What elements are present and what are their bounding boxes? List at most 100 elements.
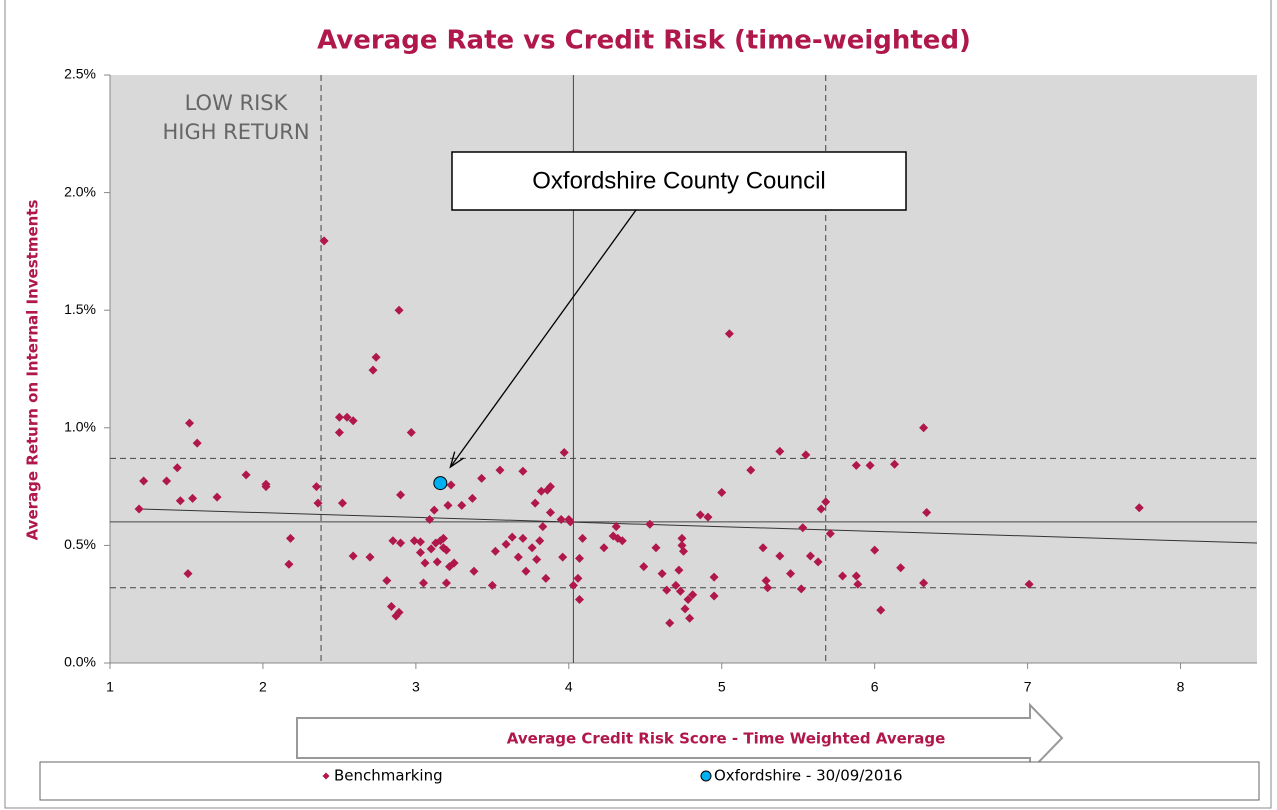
data-point: [432, 557, 442, 567]
data-point: [285, 533, 295, 543]
y-tick-label: 1.5%: [64, 301, 96, 317]
callout-box: [451, 151, 907, 211]
x-tick-label: 5: [718, 679, 726, 695]
data-point: [816, 504, 826, 514]
y-axis-label: Average Return on Internal Investments: [24, 200, 42, 541]
y-tick-label: 2.0%: [64, 183, 96, 199]
data-point: [558, 552, 568, 562]
data-point: [919, 578, 929, 588]
data-point: [530, 498, 540, 508]
data-point: [507, 532, 517, 542]
data-point: [261, 479, 271, 489]
data-point: [853, 579, 863, 589]
data-point: [342, 412, 352, 422]
data-point: [599, 543, 609, 553]
data-point: [518, 533, 528, 543]
legend-marker: [700, 770, 712, 782]
data-point: [371, 352, 381, 362]
data-point: [382, 576, 392, 586]
data-point: [798, 523, 808, 533]
data-point: [419, 578, 429, 588]
data-point: [175, 496, 185, 506]
data-point: [662, 585, 672, 595]
y-tick-label: 2.5%: [64, 66, 96, 82]
data-point: [565, 517, 575, 527]
data-point: [677, 533, 687, 543]
data-point: [746, 465, 756, 475]
data-point: [535, 536, 545, 546]
data-point: [685, 613, 695, 623]
y-tick-label: 1.0%: [64, 419, 96, 435]
data-point: [545, 482, 555, 492]
legend-marker: [322, 772, 330, 780]
data-point: [821, 497, 831, 507]
data-point: [388, 536, 398, 546]
data-point: [311, 482, 321, 492]
callout-arrowhead: [449, 451, 464, 469]
data-point: [386, 602, 396, 612]
data-point: [573, 573, 583, 583]
data-point: [446, 480, 456, 490]
x-tick-label: 6: [871, 679, 879, 695]
data-point: [513, 552, 523, 562]
data-point: [865, 460, 875, 470]
data-point: [695, 510, 705, 520]
data-point: [825, 529, 835, 539]
x-tick-label: 1: [106, 679, 114, 695]
data-point: [786, 569, 796, 579]
data-point: [775, 446, 785, 456]
data-point: [870, 545, 880, 555]
data-point: [665, 618, 675, 628]
data-point: [185, 418, 195, 428]
annotation: HIGH RETURN: [162, 120, 309, 144]
data-point: [348, 416, 358, 426]
data-point: [796, 584, 806, 594]
data-point: [758, 543, 768, 553]
data-point: [396, 538, 406, 548]
x-tick-label: 3: [412, 679, 420, 695]
x-tick-label: 7: [1024, 679, 1032, 695]
data-point: [717, 487, 727, 497]
data-point: [1024, 579, 1034, 589]
annotation: LOW RISK: [185, 91, 289, 115]
data-point: [319, 236, 329, 246]
data-point: [838, 571, 848, 581]
data-point: [438, 533, 448, 543]
data-point: [284, 559, 294, 569]
y-tick-label: 0.0%: [64, 654, 96, 670]
data-point: [536, 486, 546, 496]
data-point: [406, 428, 416, 438]
data-point: [890, 459, 900, 469]
data-point: [761, 576, 771, 586]
x-tick-label: 4: [565, 679, 573, 695]
data-point: [518, 466, 528, 476]
data-point: [441, 545, 451, 555]
data-point: [521, 566, 531, 576]
data-point: [365, 552, 375, 562]
data-point: [896, 563, 906, 573]
data-point: [688, 590, 698, 600]
data-point: [645, 519, 655, 529]
data-point: [394, 305, 404, 315]
data-point: [671, 580, 681, 590]
data-point: [348, 551, 358, 561]
callout-text: Oxfordshire County Council: [532, 167, 825, 194]
data-point: [639, 562, 649, 572]
data-point: [709, 591, 719, 601]
data-point: [617, 536, 627, 546]
data-point: [541, 573, 551, 583]
legend-label: Benchmarking: [334, 767, 443, 785]
x-tick-label: 2: [259, 679, 267, 695]
data-point: [420, 558, 430, 568]
data-point: [457, 500, 467, 510]
legend-label: Oxfordshire - 30/09/2016: [714, 767, 903, 785]
data-point: [805, 551, 815, 561]
callout-arrow: [449, 209, 637, 468]
data-point: [396, 490, 406, 500]
data-point: [538, 522, 548, 532]
data-point: [467, 493, 477, 503]
data-point: [556, 515, 566, 525]
data-point: [575, 594, 585, 604]
